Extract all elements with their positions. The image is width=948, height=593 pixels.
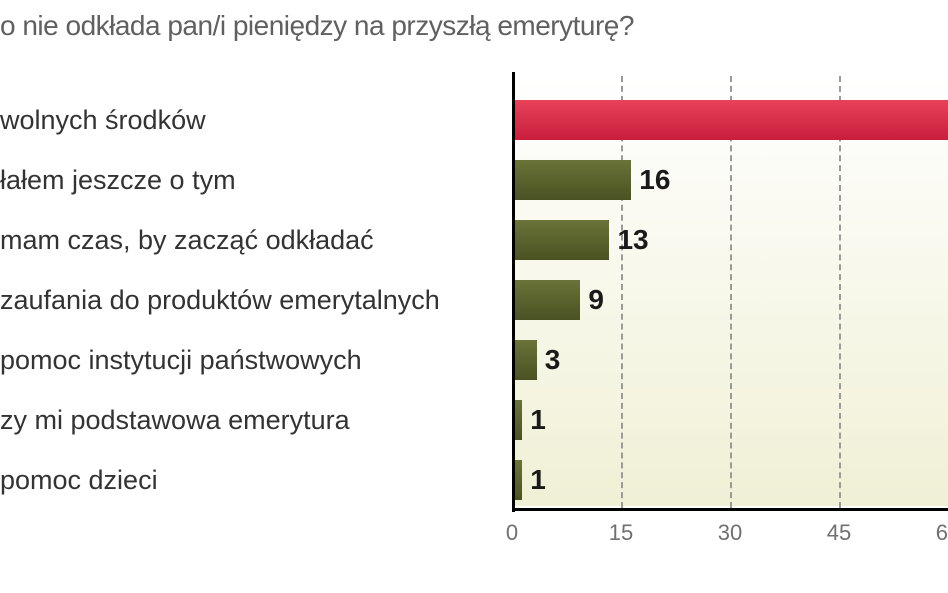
bar-label: wolnych środków — [0, 105, 510, 136]
bar — [515, 100, 948, 140]
plot: 6016139311 015304560 — [512, 72, 948, 552]
bar — [515, 340, 537, 380]
x-tick-label: 15 — [609, 520, 633, 546]
x-tick-label: 30 — [718, 520, 742, 546]
bar-value: 13 — [617, 224, 648, 256]
bar-label: pomoc instytucji państwowych — [0, 345, 510, 376]
bar — [515, 220, 609, 260]
bar-value: 16 — [639, 164, 670, 196]
x-tick-label: 60 — [936, 520, 948, 546]
x-axis — [512, 508, 948, 511]
bar — [515, 280, 580, 320]
bar-label: mam czas, by zacząć odkładać — [0, 225, 510, 256]
bar-label: zy mi podstawowa emerytura — [0, 405, 510, 436]
bar — [515, 460, 522, 500]
bar-value: 3 — [545, 344, 561, 376]
gridline — [839, 76, 841, 508]
chart-area: wolnych środków łałem jeszcze o tym mam cz… — [0, 72, 948, 593]
y-axis — [512, 72, 515, 512]
gridline — [730, 76, 732, 508]
bar — [515, 400, 522, 440]
x-tick-label: 45 — [827, 520, 851, 546]
bar-label: pomoc dzieci — [0, 465, 510, 496]
bar-value: 1 — [530, 404, 546, 436]
bar-value: 9 — [588, 284, 604, 316]
chart-title: o nie odkłada pan/i pieniędzy na przyszł… — [0, 0, 948, 72]
gridline — [621, 76, 623, 508]
bar — [515, 160, 631, 200]
x-tick-label: 0 — [506, 520, 518, 546]
bar-label: zaufania do produktów emerytalnych — [0, 285, 510, 316]
bar-label: łałem jeszcze o tym — [0, 165, 510, 196]
bar-value: 1 — [530, 464, 546, 496]
